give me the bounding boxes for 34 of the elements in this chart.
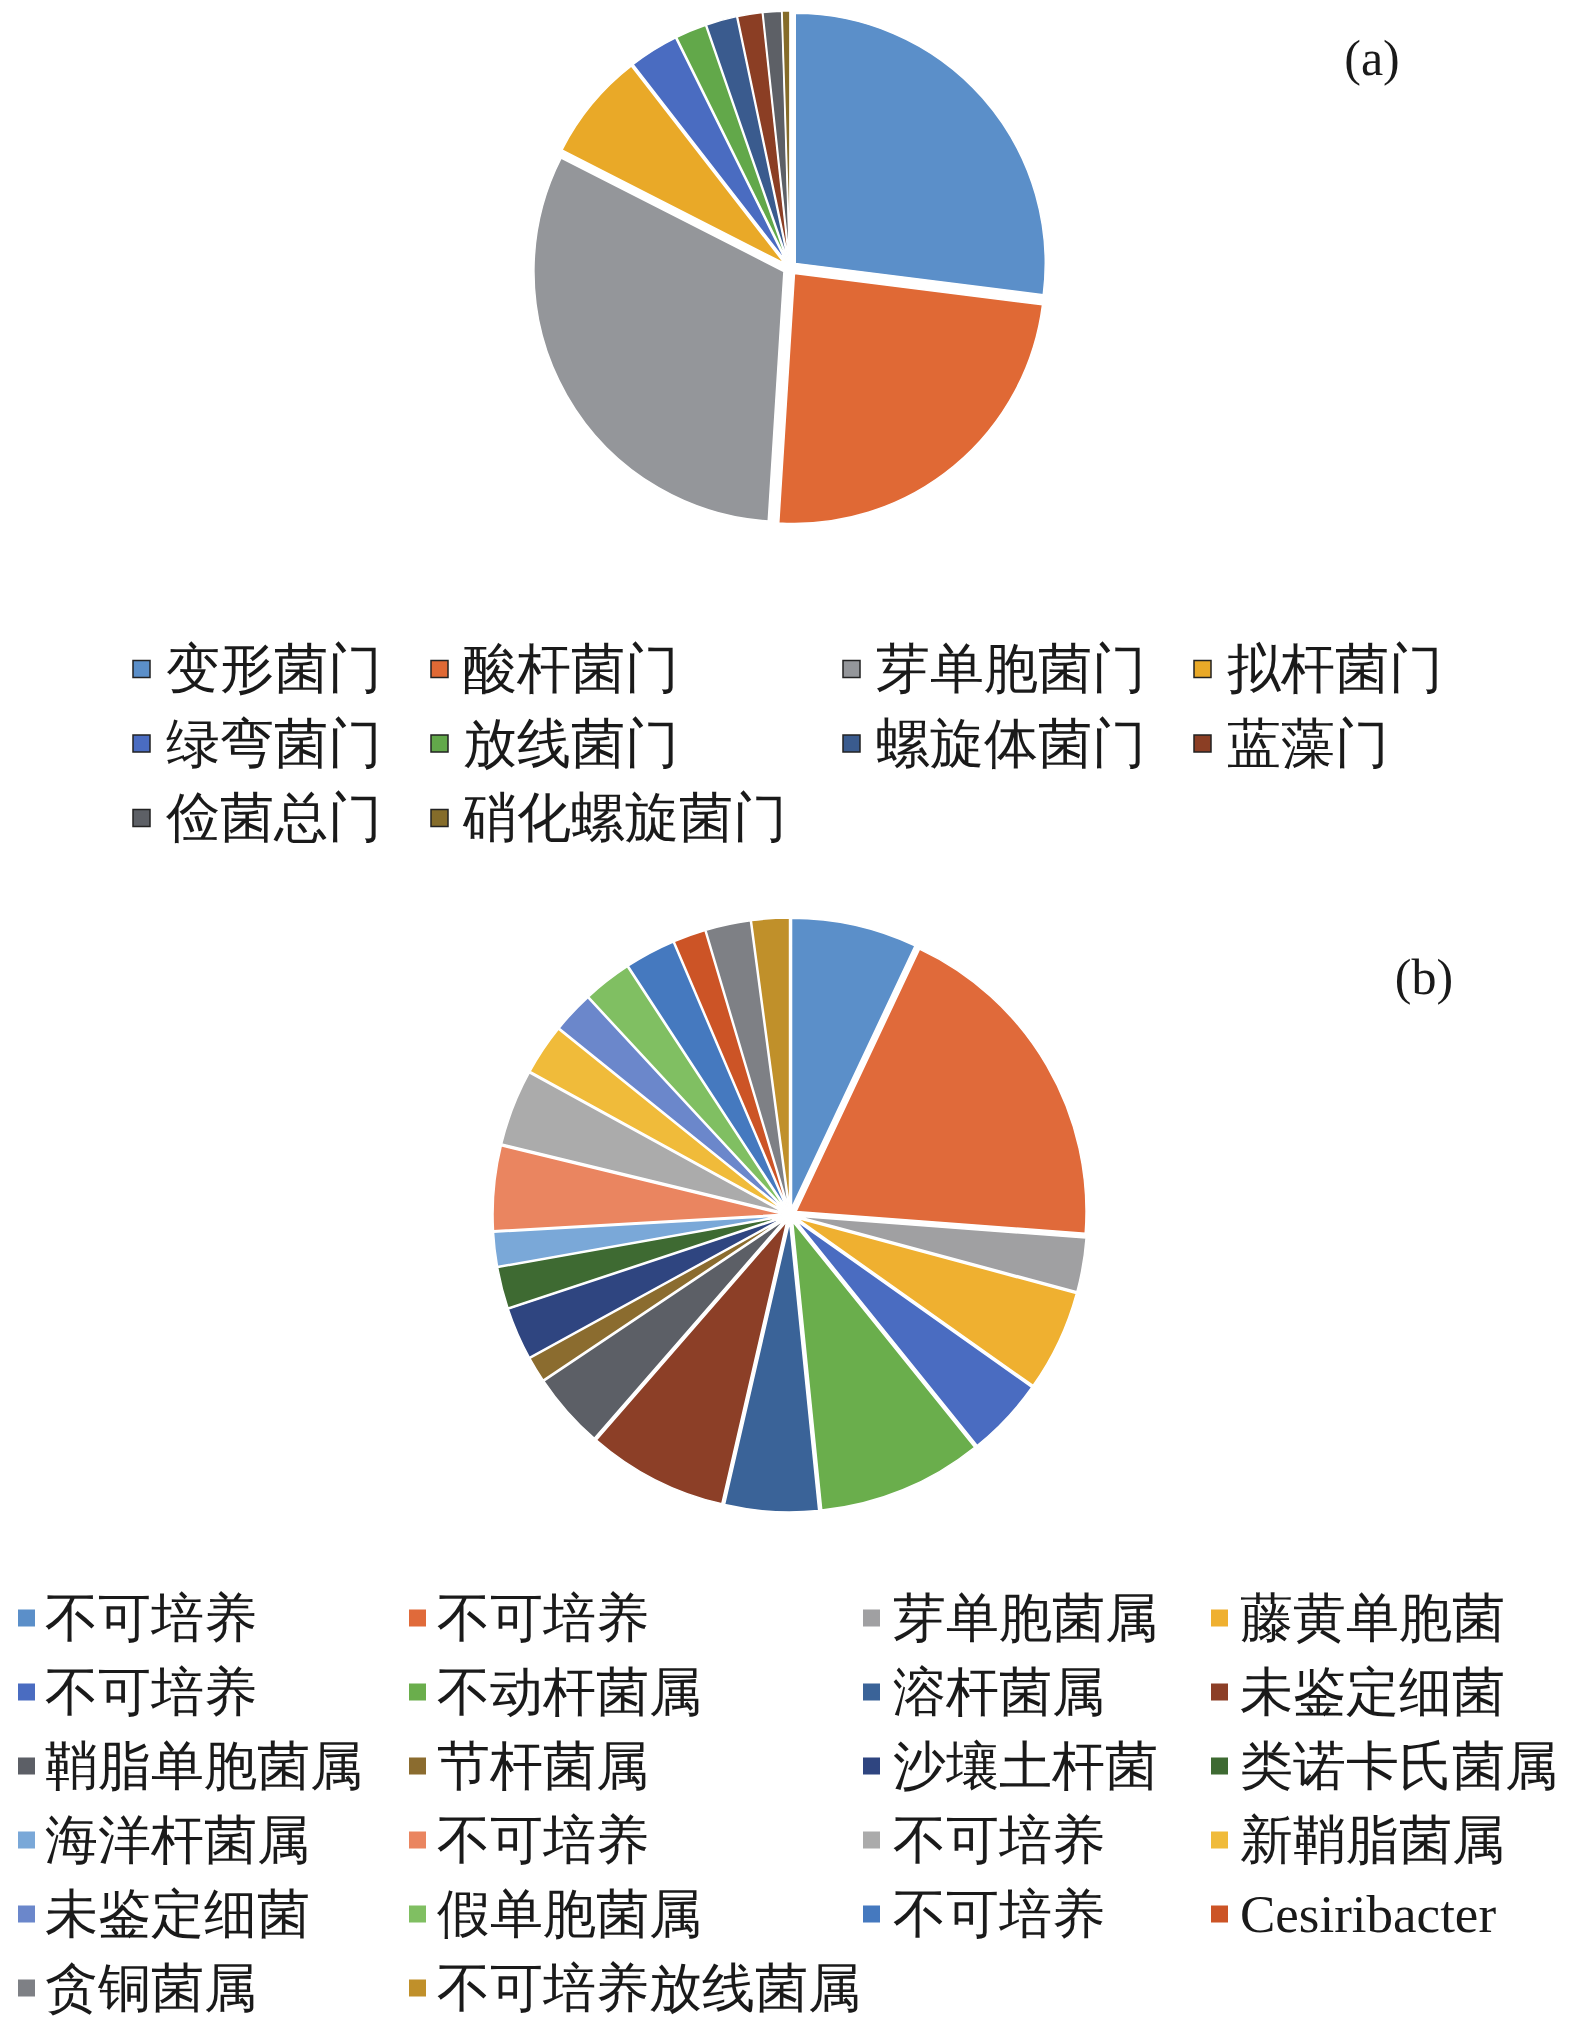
- legend-label: 贪铜菌属: [45, 1959, 257, 2017]
- legend-label: 芽单胞菌门: [876, 639, 1146, 699]
- legend-label: 螺旋体菌门: [876, 713, 1146, 774]
- text: (b): [1394, 949, 1454, 1005]
- legend-label: 不可培养: [437, 1811, 649, 1869]
- legend-label: 类诺卡氏菌属: [1240, 1737, 1558, 1795]
- legend-label: 节杆菌属: [437, 1737, 649, 1795]
- legend-label: 海洋杆菌属: [45, 1811, 310, 1869]
- legend-label: 不可培养: [893, 1885, 1105, 1943]
- legend-label: 硝化螺旋菌门: [462, 788, 787, 848]
- legend-label: 蓝藻门: [1227, 713, 1389, 774]
- legend-label: 不可培养: [893, 1811, 1105, 1869]
- legend-label: 不可培养放线菌属: [437, 1959, 861, 2017]
- legend-label: 拟杆菌门: [1227, 639, 1443, 699]
- legend-label: 不可培养: [45, 1663, 257, 1721]
- legend-label: 未鉴定细菌: [45, 1885, 310, 1943]
- legend-label: 溶杆菌属: [893, 1663, 1105, 1721]
- legend-label: 绿弯菌门: [166, 713, 382, 774]
- legend-label: 新鞘脂菌属: [1240, 1811, 1505, 1869]
- chart-title: (a): [1344, 30, 1400, 86]
- legend-label: 假单胞菌属: [437, 1885, 702, 1943]
- legend-label: 变形菌门: [166, 639, 382, 699]
- legend-label: 芽单胞菌属: [893, 1589, 1158, 1647]
- legend-label: 放线菌门: [463, 713, 679, 774]
- legend-label: 藤黄单胞菌: [1240, 1589, 1505, 1647]
- legend-label: 沙壤土杆菌: [893, 1737, 1158, 1795]
- legend-label: 不动杆菌属: [437, 1663, 702, 1721]
- legend-label: Cesiribacter: [1240, 1885, 1497, 1943]
- legend-label: 不可培养: [437, 1589, 649, 1647]
- legend-label: 鞘脂单胞菌属: [45, 1737, 363, 1795]
- legend-label: 酸杆菌门: [463, 639, 679, 699]
- legend-label: 不可培养: [45, 1589, 257, 1647]
- legend-label: 俭菌总门: [166, 788, 382, 848]
- legend-label: 未鉴定细菌: [1240, 1663, 1505, 1721]
